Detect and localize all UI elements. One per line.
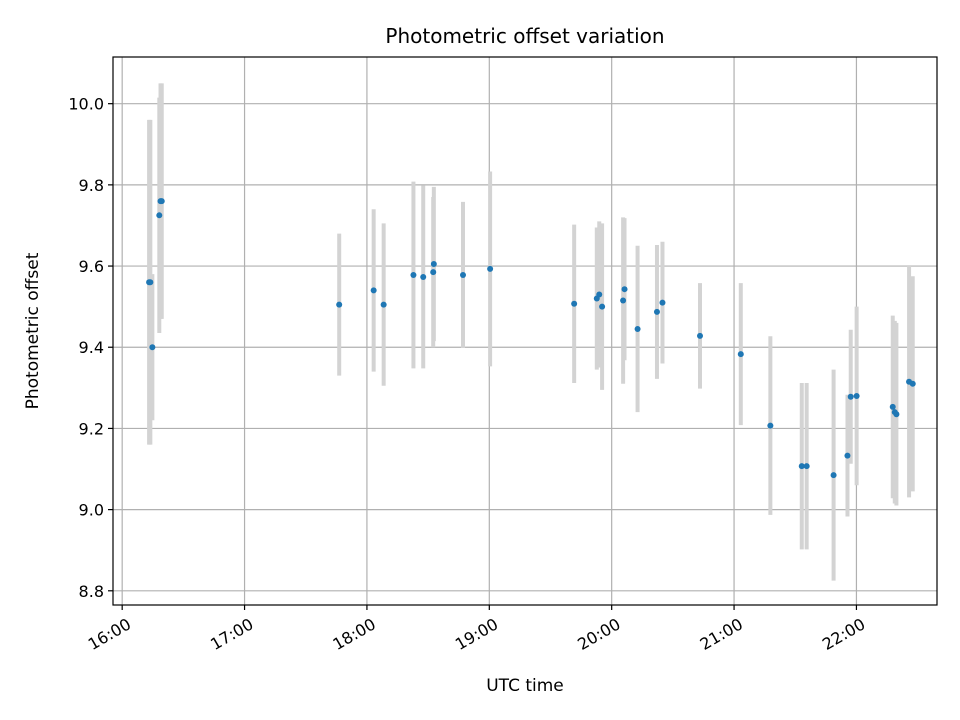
data-point (621, 286, 628, 293)
data-point (420, 274, 427, 281)
data-point (889, 403, 896, 410)
y-tick-label: 9.4 (79, 338, 104, 357)
data-point (459, 271, 466, 278)
data-point (430, 261, 437, 268)
data-point (336, 301, 343, 308)
data-point (696, 332, 703, 339)
data-point (370, 287, 377, 294)
data-point (410, 271, 417, 278)
y-tick-label: 9.8 (79, 176, 104, 195)
data-point (487, 265, 494, 272)
data-point (909, 380, 916, 387)
data-point (853, 392, 860, 399)
data-point (430, 269, 437, 276)
data-point (798, 463, 805, 470)
data-point (659, 299, 666, 306)
data-point (830, 472, 837, 479)
data-point (599, 303, 606, 310)
plot-frame (112, 56, 938, 606)
data-point (767, 422, 774, 429)
data-point (893, 411, 900, 418)
data-point (596, 291, 603, 298)
data-point (158, 198, 165, 205)
data-point (380, 301, 387, 308)
y-tick-label: 9.0 (79, 501, 104, 520)
data-point (844, 452, 851, 459)
y-tick-label: 9.6 (79, 257, 104, 276)
grid-layer (113, 57, 937, 605)
data-point (737, 351, 744, 358)
x-axis-label: UTC time (486, 676, 564, 696)
y-tick-label: 10.0 (68, 95, 104, 114)
data-point (653, 308, 660, 315)
data-point (147, 279, 154, 286)
data-point (620, 297, 627, 304)
data-point (156, 212, 163, 219)
data-point (847, 393, 854, 400)
data-point (149, 344, 156, 351)
y-axis-label: Photometric offset (23, 252, 43, 409)
data-point (634, 325, 641, 332)
y-tick-label: 8.8 (79, 582, 104, 601)
data-point (803, 463, 810, 470)
y-tick-label: 9.2 (79, 419, 104, 438)
point-layer (146, 198, 916, 479)
chart-title: Photometric offset variation (385, 24, 664, 48)
data-point (571, 300, 578, 307)
